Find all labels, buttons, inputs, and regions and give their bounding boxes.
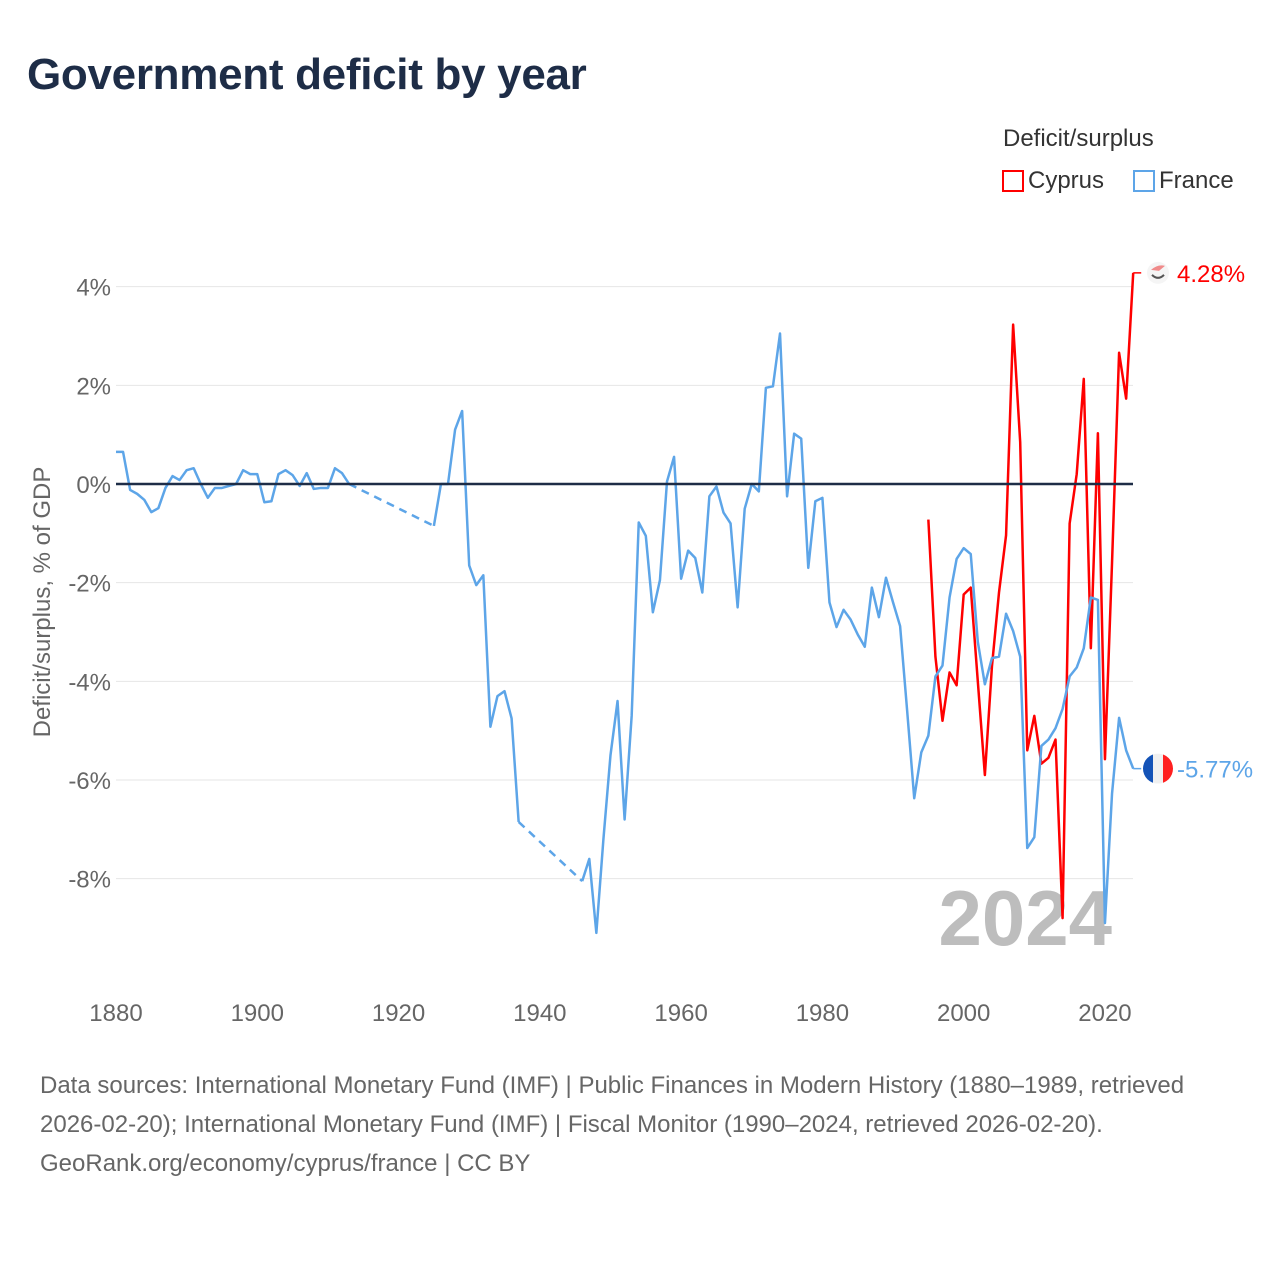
x-tick-label: 1900 [231,1000,284,1027]
series-line-france [581,332,1135,935]
legend-item-france[interactable]: France [1133,167,1234,195]
chart-title: Government deficit by year [27,50,587,99]
y-tick-label: -2% [68,571,111,598]
france-flag-stripe [1143,753,1153,784]
x-tick-label: 1920 [372,1000,425,1027]
end-label-france: -5.77% [1177,757,1253,784]
legend-swatch-france [1133,170,1155,192]
x-tick-label: 1880 [89,1000,142,1027]
legend-title: Deficit/surplus [1003,125,1154,152]
legend-label: France [1159,167,1234,194]
legend-item-cyprus[interactable]: Cyprus [1002,167,1104,195]
series-line-france [432,409,520,822]
cyprus-flag-map-icon [1151,265,1165,271]
y-tick-label: 0% [76,472,111,499]
series-line-france [116,450,351,514]
series-gap-dashed-france [348,482,435,528]
x-tick-label: 2000 [937,1000,990,1027]
x-tick-label: 2020 [1078,1000,1131,1027]
credit-link[interactable]: GeoRank.org/economy/cyprus/france | CC B… [40,1150,531,1177]
france-flag-stripe [1163,753,1173,784]
y-tick-label: -4% [68,669,111,696]
year-watermark: 2024 [938,874,1112,962]
cyprus-flag-icon [1147,261,1169,284]
y-tick-label: 2% [76,373,111,400]
data-sources: Data sources: International Monetary Fun… [40,1072,1185,1138]
x-tick-label: 1980 [796,1000,849,1027]
legend-label: Cyprus [1028,167,1105,194]
y-tick-label: -6% [68,768,111,795]
france-flag-stripe [1153,753,1163,784]
series-gap-dashed-france [517,820,584,883]
y-tick-label: 4% [76,275,111,302]
end-label-cyprus: 4.28% [1177,261,1245,288]
y-tick-label: -8% [68,867,111,894]
footer: Data sources: International Monetary Fun… [40,1066,1240,1183]
x-tick-label: 1960 [654,1000,707,1027]
legend-swatch-cyprus [1002,170,1024,192]
x-tick-label: 1940 [513,1000,566,1027]
y-axis-label: Deficit/surplus, % of GDP [29,467,56,738]
cyprus-flag-branch-icon [1151,274,1165,279]
series-line-cyprus [927,272,1135,920]
